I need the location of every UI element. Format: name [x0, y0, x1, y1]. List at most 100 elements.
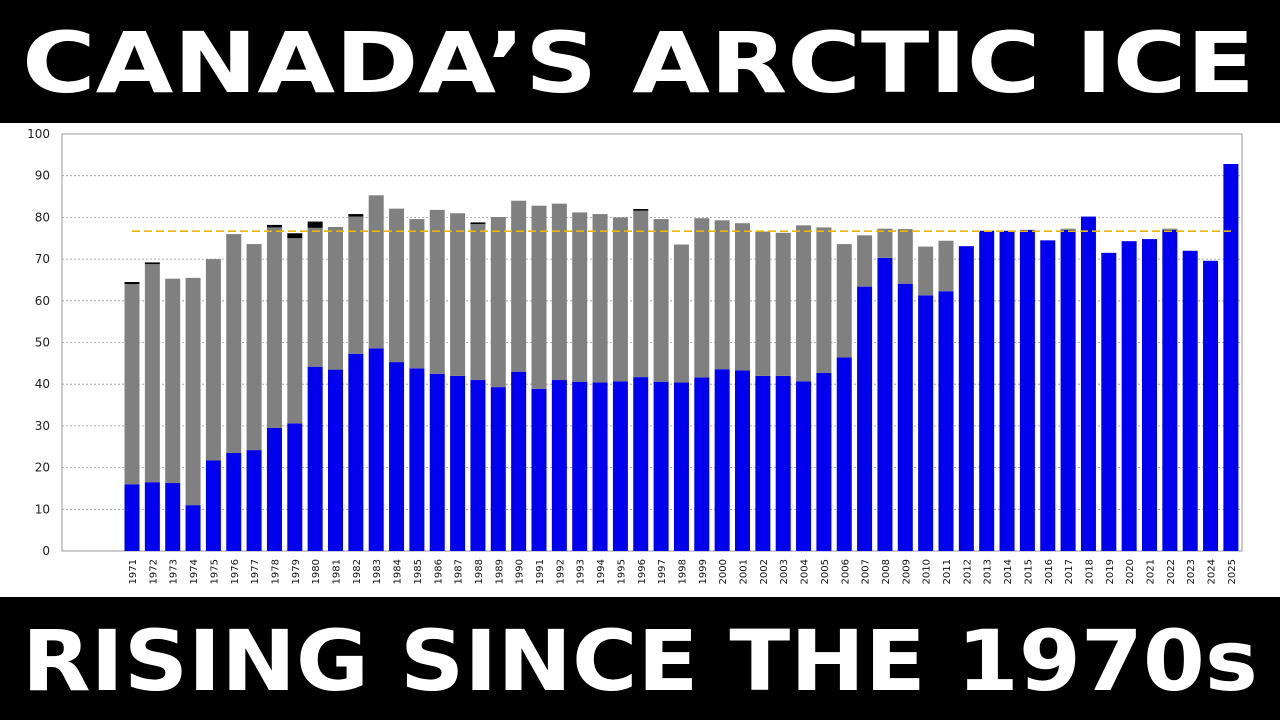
- bar-segment: [409, 219, 425, 369]
- x-tick-label: 1992: [555, 559, 566, 584]
- y-tick-label: 70: [35, 252, 50, 266]
- bar-segment: [1121, 241, 1137, 551]
- bar-segment: [714, 220, 730, 370]
- bar-segment: [429, 209, 445, 374]
- bar-segment: [389, 208, 405, 363]
- y-tick-label: 90: [35, 169, 50, 183]
- x-tick-label: 2017: [1064, 559, 1075, 584]
- bar-segment: [979, 230, 995, 551]
- bar-segment: [694, 218, 710, 378]
- bar-segment: [328, 369, 343, 551]
- bar-segment: [144, 264, 160, 483]
- bar-segment: [511, 371, 527, 551]
- x-tick-label: 2011: [942, 559, 953, 584]
- x-tick-label: 2023: [1186, 559, 1197, 584]
- y-tick-label: 100: [27, 127, 50, 141]
- x-tick-label: 1984: [393, 559, 404, 584]
- bar-segment: [307, 221, 323, 228]
- bar-segment: [1101, 252, 1117, 551]
- x-tick-label: 2002: [759, 559, 770, 584]
- bar-segment: [368, 348, 384, 551]
- x-tick-label: 1978: [270, 559, 281, 584]
- bar-segment: [531, 388, 547, 551]
- y-tick-label: 80: [35, 210, 50, 224]
- bar-segment: [124, 284, 140, 485]
- bar-segment: [1162, 229, 1178, 551]
- x-tick-label: 1988: [474, 559, 485, 584]
- bar-segment: [633, 210, 649, 378]
- bar-segment: [918, 246, 934, 296]
- bar-segment: [796, 381, 812, 551]
- y-tick-label: 50: [35, 336, 50, 350]
- bar-segment: [246, 450, 262, 551]
- bar-segment: [348, 214, 364, 217]
- bar-segment: [836, 244, 852, 358]
- bar-segment: [1060, 228, 1076, 230]
- bar-segment: [816, 227, 832, 373]
- x-tick-label: 2021: [1146, 559, 1157, 584]
- x-tick-label: 2013: [983, 559, 994, 584]
- bar-segment: [1060, 229, 1076, 551]
- x-tick-label: 2015: [1023, 559, 1034, 584]
- title-band: [0, 0, 1280, 123]
- title: CANADA’S ARCTIC ICE: [22, 14, 1255, 112]
- bar-segment: [205, 259, 221, 461]
- bar-segment: [205, 460, 221, 551]
- y-tick-label: 40: [35, 377, 50, 391]
- bar-segment: [836, 357, 852, 551]
- bar-segment: [185, 505, 201, 551]
- y-tick-label: 0: [42, 544, 50, 558]
- bar-segment: [226, 453, 242, 551]
- x-tick-label: 2009: [901, 559, 912, 584]
- x-tick-label: 1982: [352, 559, 363, 584]
- x-tick-label: 1987: [454, 559, 465, 584]
- x-tick-label: 2000: [718, 559, 729, 584]
- bar-segment: [755, 231, 771, 376]
- x-tick-label: 2001: [739, 559, 750, 584]
- y-tick-label: 30: [35, 419, 50, 433]
- x-tick-label: 1999: [698, 559, 709, 584]
- bar-segment: [266, 224, 282, 228]
- bar-segment: [185, 277, 201, 506]
- bar-segment: [897, 229, 913, 284]
- bar-segment: [755, 375, 771, 551]
- bar-segment: [694, 377, 710, 551]
- bar-segment: [348, 353, 364, 551]
- bar-segment: [511, 200, 527, 372]
- x-tick-label: 1991: [535, 559, 546, 584]
- bar-segment: [1040, 240, 1056, 551]
- x-tick-label: 1977: [250, 559, 261, 584]
- bar-segment: [714, 369, 730, 551]
- bar-segment: [307, 227, 323, 367]
- bar-segment: [958, 246, 974, 551]
- x-tick-label: 1973: [169, 559, 180, 584]
- y-tick-label: 60: [35, 294, 50, 308]
- bar-segment: [612, 381, 628, 551]
- bar-segment: [857, 235, 873, 287]
- bar-segment: [144, 262, 160, 265]
- bar-segment: [735, 223, 750, 371]
- x-tick-label: 1983: [372, 559, 383, 584]
- x-tick-label: 2014: [1003, 559, 1014, 584]
- x-tick-label: 1989: [494, 559, 505, 584]
- bar-segment: [1223, 164, 1239, 552]
- x-tick-label: 2005: [820, 559, 831, 584]
- x-tick-label: 2003: [779, 559, 790, 584]
- x-tick-label: 1976: [230, 559, 241, 584]
- bar-segment: [735, 370, 750, 551]
- bar-segment: [938, 291, 954, 551]
- x-tick-label: 1981: [332, 559, 343, 584]
- x-tick-label: 2022: [1166, 559, 1177, 584]
- bar-segment: [470, 222, 486, 225]
- bar-segment: [165, 483, 181, 551]
- x-tick-label: 1975: [209, 559, 220, 584]
- bar-segment: [450, 213, 466, 376]
- bar-segment: [124, 484, 140, 551]
- bar-segment: [877, 228, 893, 258]
- bar-segment: [490, 387, 506, 551]
- bar-segment: [246, 244, 262, 451]
- bar-segment: [1203, 260, 1219, 551]
- x-tick-label: 1985: [413, 559, 424, 584]
- x-tick-label: 2006: [840, 559, 851, 584]
- bar-segment: [633, 377, 649, 551]
